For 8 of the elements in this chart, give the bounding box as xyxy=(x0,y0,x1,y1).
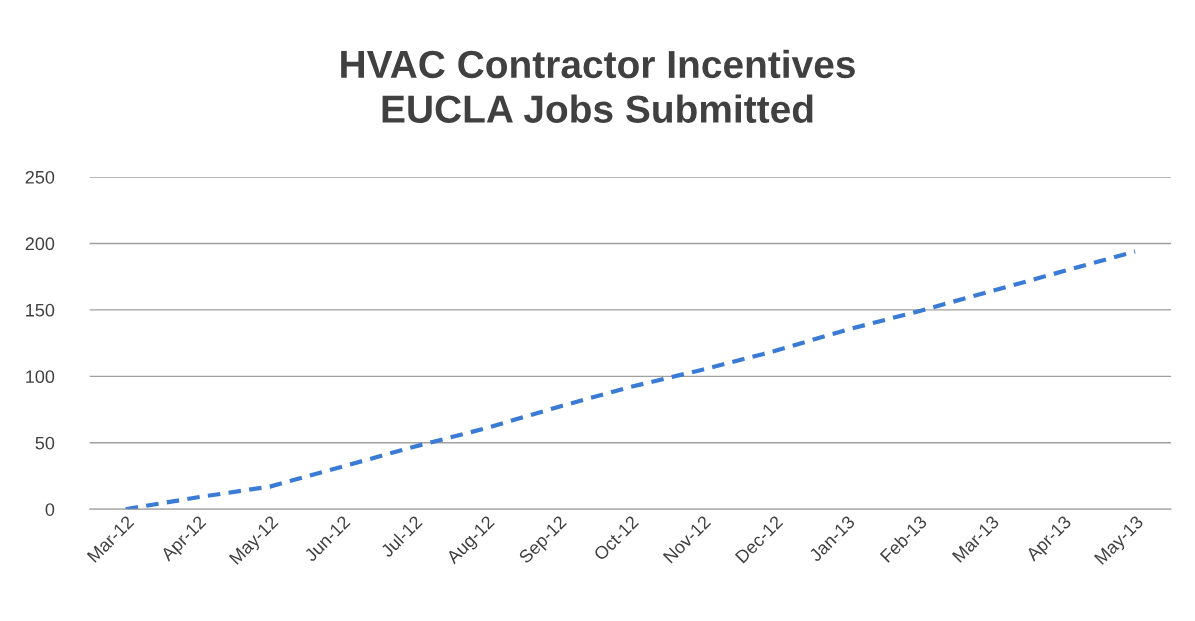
y-tick-label: 0 xyxy=(45,503,55,516)
y-tick-label: 250 xyxy=(25,170,55,184)
chart-title: HVAC Contractor Incentives EUCLA Jobs Submitted xyxy=(341,49,855,123)
y-tick-label: 100 xyxy=(26,370,55,384)
line-series xyxy=(123,249,1138,510)
y-tick-label: 200 xyxy=(25,237,55,251)
y-tick-label: 150 xyxy=(26,303,55,317)
y-tick-label: 50 xyxy=(35,436,55,450)
